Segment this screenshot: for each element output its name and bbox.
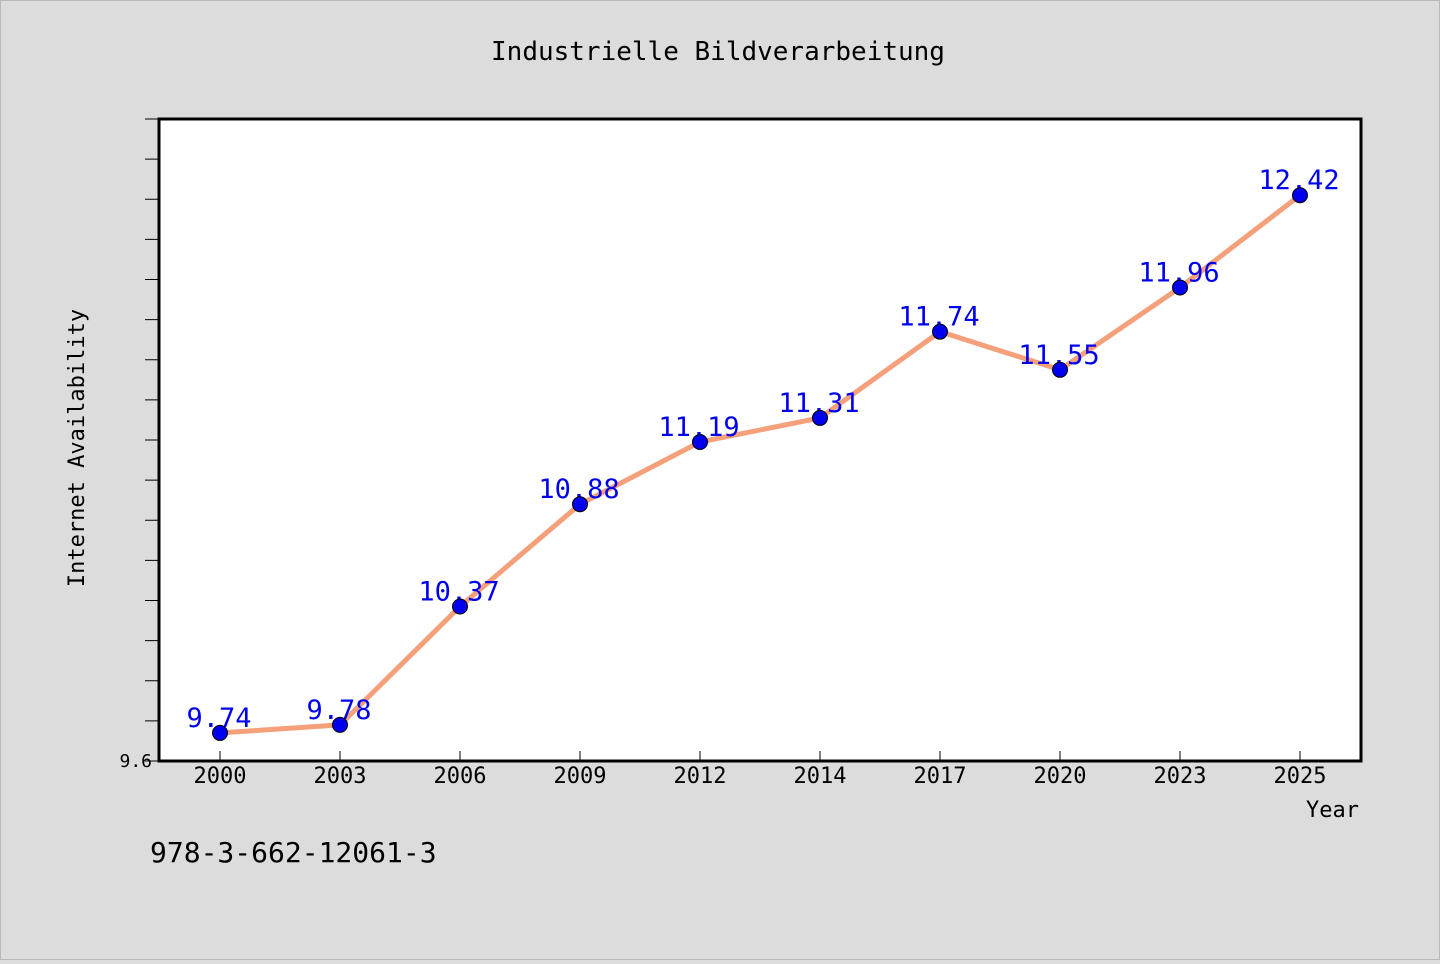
x-tick-label: 2014: [794, 764, 847, 789]
x-tick-label: 2003: [314, 764, 367, 789]
data-point: [932, 323, 948, 340]
data-point: [452, 598, 468, 615]
data-point: [812, 409, 828, 426]
x-tick-label: 2009: [554, 764, 607, 789]
data-point: [692, 434, 708, 451]
y-tick-label: 9.6: [119, 751, 152, 772]
x-tick-label: 2012: [674, 764, 727, 789]
x-tick-label: 2000: [194, 764, 247, 789]
chart-title: Industrielle Bildverarbeitung: [491, 37, 945, 67]
x-tick-label: 2023: [1154, 764, 1207, 789]
x-axis-label: Year: [1306, 798, 1359, 823]
data-point: [1292, 187, 1308, 204]
y-axis-label: Internet Availability: [65, 309, 90, 587]
data-point: [572, 496, 588, 513]
isbn-text: 978-3-662-12061-3: [150, 836, 437, 869]
x-tick-label: 2017: [914, 764, 967, 789]
data-point: [332, 716, 348, 733]
x-axis-ticks: [219, 751, 1301, 761]
x-tick-label: 2006: [434, 764, 487, 789]
x-tick-label: 2025: [1274, 764, 1327, 789]
series-line: [217, 192, 1303, 736]
data-labels: 9.74 9.7810.3710.8811.1911.3111.7411.5511…: [186, 165, 1339, 734]
x-tick-label: 2020: [1034, 764, 1087, 789]
x-axis-tick-labels: 2000 2003 2006 2009 2012 2014 2017 2020 2023 2025: [194, 764, 1327, 789]
y-axis-ticks: [145, 118, 159, 762]
data-point: [212, 724, 228, 741]
plot-area: [157, 117, 1363, 763]
data-point: [1052, 361, 1068, 378]
data-point: [1172, 279, 1188, 296]
data-points: [212, 187, 1308, 741]
